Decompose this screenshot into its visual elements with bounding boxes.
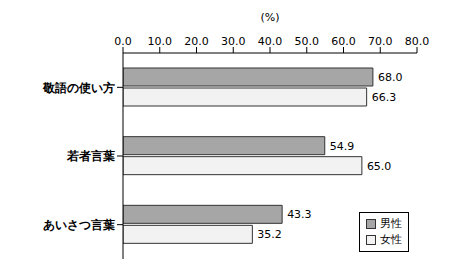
svg-text:10.0: 10.0 — [148, 35, 173, 48]
svg-text:40.0: 40.0 — [258, 35, 283, 48]
svg-text:80.0: 80.0 — [405, 35, 430, 48]
svg-text:66.3: 66.3 — [372, 91, 397, 104]
svg-text:60.0: 60.0 — [331, 35, 356, 48]
html-text:男性: 男性 — [380, 217, 402, 230]
svg-text:30.0: 30.0 — [221, 35, 246, 48]
svg-text:0.0: 0.0 — [114, 35, 132, 48]
svg-text:50.0: 50.0 — [295, 35, 320, 48]
svg-text:敬語の使い方: 敬語の使い方 — [42, 81, 115, 95]
svg-text:70.0: 70.0 — [368, 35, 393, 48]
svg-text:20.0: 20.0 — [184, 35, 209, 48]
svg-text:若者言葉: 若者言葉 — [66, 149, 115, 163]
svg-text:(%): (%) — [260, 11, 279, 24]
svg-text:あいさつ言葉: あいさつ言葉 — [43, 218, 115, 232]
svg-text:68.0: 68.0 — [378, 71, 403, 84]
svg-text:35.2: 35.2 — [257, 228, 282, 241]
svg-text:43.3: 43.3 — [287, 208, 312, 221]
svg-text:65.0: 65.0 — [367, 160, 392, 173]
html-text:女性: 女性 — [380, 233, 402, 246]
svg-text:54.9: 54.9 — [330, 140, 355, 153]
